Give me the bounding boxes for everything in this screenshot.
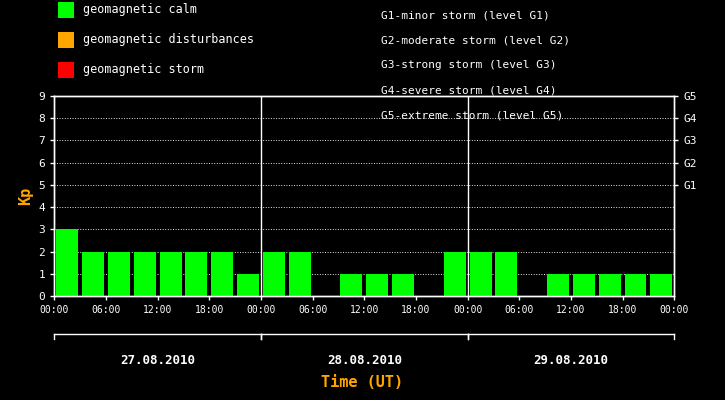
Bar <box>211 252 233 296</box>
Bar <box>57 229 78 296</box>
Text: geomagnetic disturbances: geomagnetic disturbances <box>83 34 254 46</box>
Bar <box>599 274 621 296</box>
Text: geomagnetic calm: geomagnetic calm <box>83 4 196 16</box>
Bar <box>160 252 181 296</box>
Text: 28.08.2010: 28.08.2010 <box>327 354 402 366</box>
Bar <box>495 252 518 296</box>
Bar <box>444 252 465 296</box>
Y-axis label: Kp: Kp <box>18 187 33 205</box>
Bar <box>392 274 414 296</box>
Bar <box>624 274 647 296</box>
Bar <box>650 274 672 296</box>
Bar <box>263 252 285 296</box>
Text: G1-minor storm (level G1): G1-minor storm (level G1) <box>381 10 550 20</box>
Text: G3-strong storm (level G3): G3-strong storm (level G3) <box>381 60 556 70</box>
Bar <box>341 274 362 296</box>
Text: 27.08.2010: 27.08.2010 <box>120 354 195 366</box>
Bar <box>470 252 492 296</box>
Text: 29.08.2010: 29.08.2010 <box>534 354 608 366</box>
Bar <box>573 274 594 296</box>
Bar <box>237 274 259 296</box>
Bar <box>82 252 104 296</box>
Text: G2-moderate storm (level G2): G2-moderate storm (level G2) <box>381 35 570 45</box>
Text: G4-severe storm (level G4): G4-severe storm (level G4) <box>381 86 556 96</box>
Bar <box>108 252 130 296</box>
Text: G5-extreme storm (level G5): G5-extreme storm (level G5) <box>381 111 563 121</box>
Bar <box>134 252 156 296</box>
Bar <box>186 252 207 296</box>
Bar <box>366 274 388 296</box>
Bar <box>289 252 311 296</box>
Text: geomagnetic storm: geomagnetic storm <box>83 64 204 76</box>
Text: Time (UT): Time (UT) <box>321 375 404 390</box>
Bar <box>547 274 569 296</box>
